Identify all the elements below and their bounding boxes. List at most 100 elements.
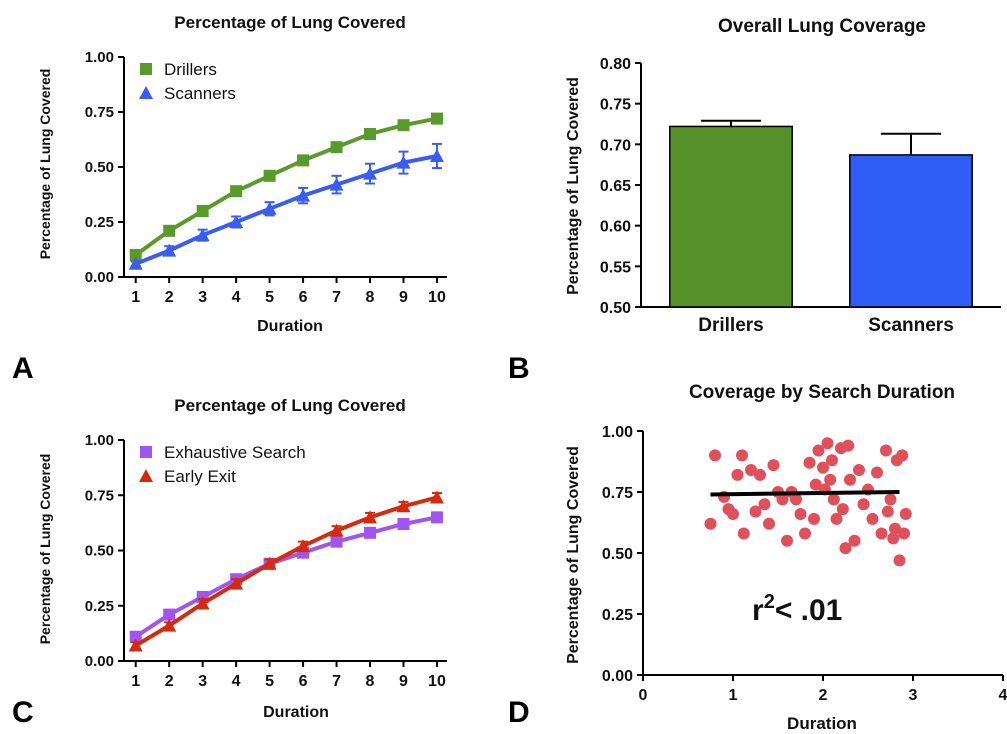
panel-d-data-point [727, 507, 739, 520]
panel-c-legend-label: Exhaustive Search [164, 443, 306, 462]
panel-a-data-point [396, 155, 411, 169]
panel-d-data-point [736, 449, 748, 462]
panel-d-y-tick-label: 0.75 [602, 485, 633, 502]
panel-c-x-tick-label: 5 [265, 673, 274, 690]
panel-a-data-point [364, 128, 377, 140]
panel-d-data-point [830, 512, 843, 525]
panel-c-y-tick-label: 0.75 [85, 487, 114, 504]
panel-c-x-tick-label: 3 [198, 673, 207, 690]
panel-d-data-point [889, 522, 901, 535]
panel-c-data-point [162, 618, 177, 632]
panel-b: Overall Lung Coverage Percentage of Lung… [508, 16, 1001, 385]
panel-d-data-point [809, 478, 822, 491]
panel-b-ylabel: Percentage of Lung Covered [565, 77, 582, 295]
panel-b-bar [849, 154, 973, 308]
panel-c-data-point [229, 576, 244, 590]
panel-d-data-point [871, 466, 883, 479]
panel-a-x-tick-label: 5 [265, 289, 274, 306]
panel-d-y-tick-label: 0.00 [602, 668, 633, 685]
panel-d-y-tick-label: 0.50 [602, 546, 633, 563]
panel-d-data-point [884, 493, 897, 506]
panel-c-data-point [330, 535, 343, 548]
panel-d-data-point [899, 507, 912, 520]
panel-a-x-tick-label: 9 [399, 289, 408, 306]
panel-d-data-point [842, 439, 855, 452]
panel-c-y-tick-label: 0.25 [85, 598, 114, 615]
panel-c-data-point [363, 510, 378, 524]
panel-d-data-point [767, 459, 780, 472]
panel-a-data-point [163, 224, 176, 237]
panel-d-data-point [781, 534, 793, 547]
panel-a-legend-label: Scanners [164, 84, 236, 103]
panel-a-data-point [397, 119, 410, 132]
panel-c-data-point [129, 630, 142, 643]
panel-b-y-tick-label: 0.50 [600, 300, 631, 317]
panel-a-data-point [296, 188, 311, 202]
panel-c-y-tick-label: 1.00 [85, 432, 114, 449]
panel-d-data-point [880, 444, 892, 457]
panel-a-data-point [162, 243, 177, 257]
panel-a-y-tick-label: 1.00 [85, 49, 114, 66]
panel-d-x-tick-label: 2 [819, 687, 828, 704]
panel-a-data-point [196, 205, 209, 217]
panel-c-data-point [397, 517, 410, 530]
panel-d-data-point [731, 468, 744, 481]
panel-d-title: Coverage by Search Duration [689, 382, 955, 403]
panel-d-data-point [737, 527, 750, 540]
panel-a-data-point [263, 169, 276, 182]
panel-d-y-tick-label: 0.25 [602, 607, 633, 624]
panel-a-series-line [134, 116, 438, 257]
panel-c-x-tick-label: 9 [399, 673, 408, 690]
panel-c-data-point [396, 499, 411, 513]
panel-d-data-point [866, 512, 879, 525]
panel-d-data-point [745, 464, 757, 477]
panel-c-series-line [134, 515, 438, 639]
panel-c-y-tick-label: 0.00 [85, 653, 114, 670]
panel-d-data-point [875, 527, 888, 540]
panel-c-x-tick-label: 6 [299, 673, 308, 690]
panel-b-y-tick-label: 0.55 [600, 259, 631, 276]
panel-c-data-point [364, 526, 377, 539]
panel-a-data-point [230, 185, 243, 198]
panel-c-ylabel: Percentage of Lung Covered [37, 454, 53, 645]
panel-c-data-point [430, 511, 443, 524]
panel-a-series-line [134, 154, 438, 266]
panel-c: Percentage of Lung Covered Percentage of… [12, 396, 447, 729]
panel-c-title: Percentage of Lung Covered [174, 396, 405, 415]
panel-c-x-tick-label: 4 [232, 673, 241, 690]
panel-d-data-point [763, 517, 775, 530]
panel-d-data-point [839, 542, 852, 555]
panel-a-x-tick-label: 4 [232, 289, 241, 306]
panel-c-data-point [262, 556, 277, 570]
panel-d-data-point [898, 527, 910, 540]
panel-d-data-point [887, 532, 900, 545]
panel-c-data-point [329, 523, 344, 537]
panel-a-data-point [330, 141, 343, 154]
r-exponent: 2 [764, 591, 775, 613]
panel-b-category-label: Drillers [698, 315, 763, 336]
panel-c-x-tick-label: 1 [131, 673, 140, 690]
panel-d-data-point [749, 505, 762, 518]
panel-b-title: Overall Lung Coverage [718, 16, 926, 37]
panel-d: Coverage by Search Duration Percentage o… [508, 382, 1007, 733]
panel-d-letter: D [508, 696, 530, 729]
panel-d-x-tick-label: 4 [999, 687, 1007, 704]
panel-a-data-point [195, 228, 210, 242]
panel-d-data-point [799, 527, 811, 540]
panel-d-fit-line [710, 490, 900, 497]
panel-d-x-tick-label: 0 [639, 687, 648, 704]
panel-a-letter: A [12, 352, 34, 385]
panel-d-data-point [704, 517, 717, 530]
panel-c-x-tick-label: 2 [165, 673, 174, 690]
panel-d-data-point [857, 498, 870, 511]
r-squared-annotation: r2< .01 [752, 591, 842, 627]
panel-a-legend-marker [140, 63, 152, 75]
panel-d-plot: 0.00 0.25 0.50 0.75 1.00 0 1 2 3 4 [602, 424, 1007, 704]
panel-a-x-tick-label: 7 [332, 289, 341, 306]
panel-d-data-point [709, 449, 721, 462]
panel-d-data-point [776, 493, 789, 506]
panel-d-x-tick-label: 3 [909, 687, 918, 704]
panel-d-data-point [896, 449, 909, 462]
panel-c-legend-label: Early Exit [164, 467, 236, 486]
panel-a-data-point [128, 256, 143, 270]
